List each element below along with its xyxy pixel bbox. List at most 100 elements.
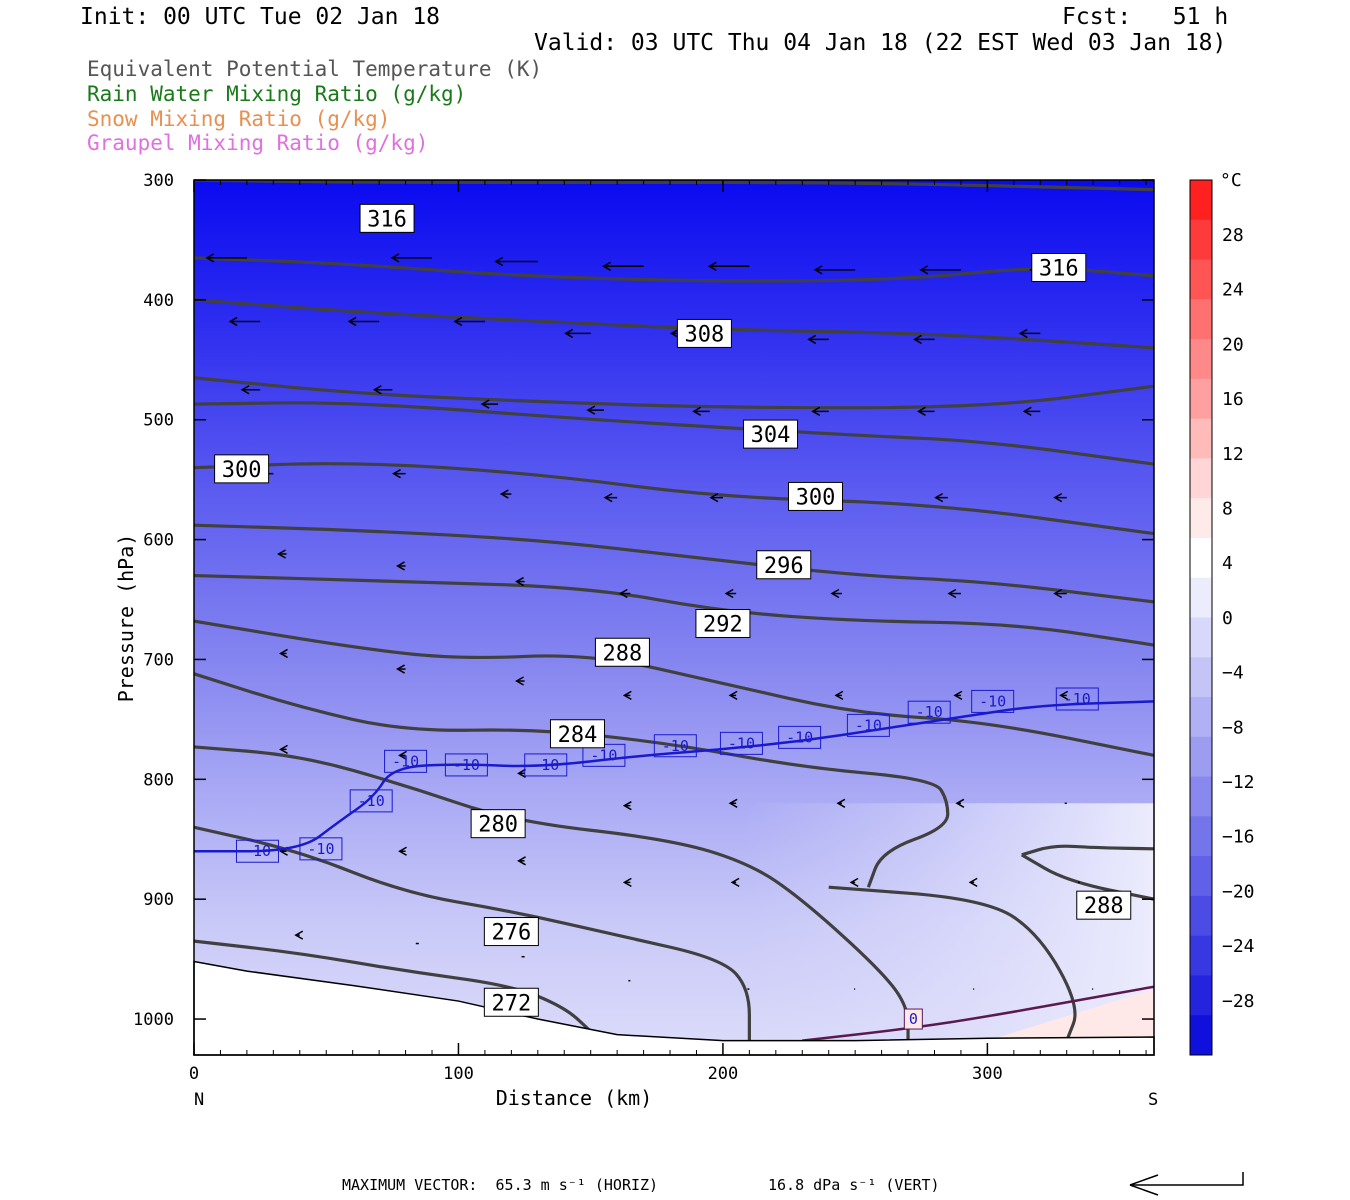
contour-label: 316 — [1039, 257, 1079, 282]
wind-arrowhead — [1053, 492, 1063, 503]
theta-e-contour-292 — [194, 573, 1154, 647]
colorbar-swatch — [1190, 259, 1212, 300]
wind-arrowhead — [279, 744, 288, 755]
colorbar-tick-label: −24 — [1222, 936, 1255, 957]
wind-arrowhead — [603, 492, 613, 503]
contour-label-box — [214, 454, 270, 484]
colorbar-swatch — [1190, 1015, 1212, 1056]
isotherm-label-box — [1055, 687, 1099, 711]
contour-label: 280 — [478, 813, 518, 838]
theta-e-contour-312 — [194, 298, 1154, 350]
wind-arrowhead — [807, 334, 817, 345]
y-tick-label: 600 — [143, 531, 174, 551]
isotherm-label-box — [444, 753, 488, 777]
wind-arrowhead — [453, 316, 463, 327]
wind-arrowhead — [811, 406, 821, 416]
wind-arrowhead — [1018, 328, 1028, 339]
wind-arrowhead — [499, 489, 509, 499]
isotherm-label-box — [384, 749, 428, 773]
isotherm-label: -10 — [307, 840, 334, 858]
colorbar-swatch — [1190, 617, 1212, 658]
isotherm-label-box — [971, 689, 1015, 713]
wind-arrowhead — [836, 798, 846, 808]
isotherm-label-box — [653, 734, 697, 758]
colorbar-swatch — [1190, 299, 1212, 340]
wind-arrowhead — [955, 798, 965, 808]
wind-arrowhead — [240, 385, 250, 395]
x-tick-label: 300 — [972, 1064, 1003, 1084]
contour-label-box — [483, 917, 539, 947]
wind-arrowhead — [834, 690, 844, 701]
contour-label: 276 — [491, 921, 531, 946]
colorbar-tick-label: 8 — [1222, 499, 1233, 520]
colorbar-swatch — [1190, 975, 1212, 1016]
wind-arrowhead — [586, 405, 596, 415]
wind-arrowhead — [398, 846, 407, 856]
colorbar-tick-label: −12 — [1222, 772, 1255, 793]
wind-arrowhead — [953, 690, 963, 701]
isotherm-label: -10 — [358, 792, 385, 810]
reference-vector-arrow — [1129, 1172, 1244, 1196]
colorbar-tick-label: 12 — [1222, 444, 1244, 465]
contour-label-box — [549, 719, 605, 749]
contour-label-box — [1031, 253, 1087, 282]
colorbar-swatch — [1190, 816, 1212, 857]
theta-e-contour-280 — [194, 745, 910, 1041]
wind-arrowhead — [1022, 406, 1032, 416]
isotherm-label-box — [299, 837, 343, 861]
colorbar-tick-label: 4 — [1222, 553, 1233, 574]
x-tick-label: 200 — [708, 1064, 739, 1084]
contour-label-box — [743, 419, 799, 449]
isotherm-zero-line — [802, 985, 1154, 1042]
isotherm-label: -10 — [532, 756, 559, 774]
wind-arrowhead — [830, 588, 840, 599]
theta-e-contour-288 — [1020, 853, 1154, 901]
contour-label: 300 — [796, 485, 836, 510]
colorbar-swatch — [1190, 378, 1212, 420]
x-tick-label: 100 — [443, 1064, 474, 1084]
contour-label: 292 — [703, 612, 743, 637]
colorbar-swatch — [1190, 339, 1212, 380]
isotherm-zero-label: 0 — [909, 1010, 918, 1028]
wind-arrowhead — [228, 316, 238, 327]
wind-arrowhead — [396, 561, 405, 571]
isotherm-label-box — [349, 789, 393, 813]
colorbar-frame — [1189, 179, 1213, 1056]
wind-arrowhead — [277, 549, 286, 559]
wind-arrowhead — [728, 798, 738, 808]
theta-e-contour-288 — [1021, 844, 1154, 857]
theta-e-contour-304 — [194, 401, 1154, 466]
isotherm-label: -10 — [1064, 690, 1091, 708]
contour-label: 296 — [764, 554, 804, 579]
contour-label: 284 — [558, 723, 598, 748]
max-vector-horiz: MAXIMUM VECTOR: 65.3 m s⁻¹ (HORIZ) — [342, 1176, 659, 1194]
colorbar-swatch — [1190, 537, 1212, 579]
shading-above-freezing — [987, 989, 1154, 1041]
wind-arrowhead — [1059, 690, 1069, 701]
colorbar-swatch — [1190, 657, 1212, 698]
wind-arrowhead — [622, 877, 632, 888]
colorbar-swatch — [1190, 776, 1212, 817]
wind-arrowhead — [916, 406, 926, 416]
y-tick-label: 500 — [143, 411, 174, 431]
max-vector-vert: 16.8 dPa s⁻¹ (VERT) — [768, 1176, 940, 1194]
colorbar-swatch — [1190, 498, 1212, 539]
wind-arrowhead — [396, 664, 405, 674]
isotherm-label: -10 — [590, 746, 617, 764]
contour-label-box — [594, 637, 650, 667]
wind-arrowhead — [849, 877, 859, 888]
theta-e-contours — [194, 180, 1154, 1042]
init-time-label: Init: 00 UTC Tue 02 Jan 18 — [80, 4, 441, 30]
contour-label: 288 — [603, 641, 643, 666]
isotherm-label-box — [235, 839, 279, 863]
theta-e-contour-316 — [194, 256, 1154, 283]
wind-arrowhead — [724, 588, 734, 599]
wind-arrowhead — [728, 690, 738, 701]
y-axis-title: Pressure (hPa) — [114, 534, 138, 703]
contour-label-box — [756, 550, 812, 580]
isotherm-label: -10 — [786, 728, 813, 746]
colorbar-tick-label: −4 — [1222, 663, 1244, 684]
colorbar-tick-label: −20 — [1222, 881, 1255, 902]
colorbar-tick-label: 24 — [1222, 280, 1244, 301]
